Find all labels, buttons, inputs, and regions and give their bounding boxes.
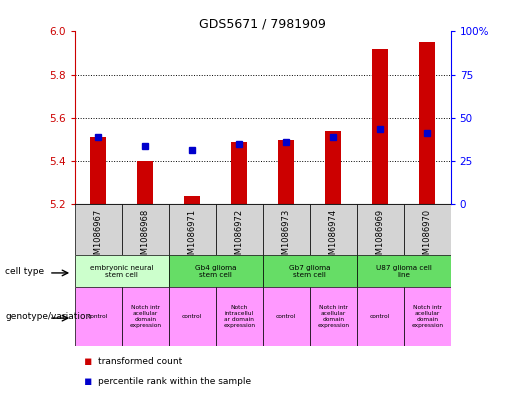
- Bar: [122, 204, 168, 255]
- Text: ▪: ▪: [84, 355, 93, 368]
- Bar: [419, 42, 435, 204]
- Text: GSM1086967: GSM1086967: [94, 208, 102, 265]
- Text: cell type: cell type: [5, 267, 44, 275]
- Bar: [216, 204, 263, 255]
- Bar: [263, 287, 310, 346]
- Bar: [356, 255, 451, 287]
- Text: control: control: [276, 314, 296, 319]
- Bar: [278, 140, 295, 204]
- Text: Notch intr
acellular
domain
expression: Notch intr acellular domain expression: [411, 305, 443, 327]
- Bar: [168, 255, 263, 287]
- Bar: [75, 287, 122, 346]
- Text: transformed count: transformed count: [98, 357, 182, 366]
- Bar: [168, 287, 216, 346]
- Bar: [168, 204, 216, 255]
- Bar: [310, 204, 356, 255]
- Text: embryonic neural
stem cell: embryonic neural stem cell: [90, 264, 153, 278]
- Text: GSM1086972: GSM1086972: [235, 208, 244, 264]
- Text: Notch intr
acellular
domain
expression: Notch intr acellular domain expression: [317, 305, 349, 327]
- Text: GSM1086968: GSM1086968: [141, 208, 150, 265]
- Text: Notch intr
acellular
domain
expression: Notch intr acellular domain expression: [129, 305, 161, 327]
- Bar: [231, 141, 247, 204]
- Text: GSM1086969: GSM1086969: [375, 208, 385, 264]
- Bar: [263, 255, 356, 287]
- Text: Notch
intracellul
ar domain
expression: Notch intracellul ar domain expression: [223, 305, 255, 327]
- Bar: [90, 138, 107, 204]
- Text: ▪: ▪: [84, 375, 93, 388]
- Bar: [356, 287, 404, 346]
- Text: U87 glioma cell
line: U87 glioma cell line: [376, 264, 432, 278]
- Bar: [216, 287, 263, 346]
- Title: GDS5671 / 7981909: GDS5671 / 7981909: [199, 17, 326, 30]
- Bar: [263, 204, 310, 255]
- Bar: [356, 204, 404, 255]
- Text: control: control: [88, 314, 108, 319]
- Bar: [372, 49, 388, 204]
- Text: Gb4 glioma
stem cell: Gb4 glioma stem cell: [195, 264, 236, 278]
- Text: genotype/variation: genotype/variation: [5, 312, 91, 321]
- Text: control: control: [370, 314, 390, 319]
- Text: GSM1086970: GSM1086970: [423, 208, 432, 264]
- Bar: [310, 287, 356, 346]
- Bar: [404, 204, 451, 255]
- Bar: [137, 161, 153, 204]
- Bar: [404, 287, 451, 346]
- Text: GSM1086974: GSM1086974: [329, 208, 338, 264]
- Bar: [184, 196, 200, 204]
- Text: percentile rank within the sample: percentile rank within the sample: [98, 377, 251, 386]
- Bar: [75, 255, 168, 287]
- Bar: [75, 204, 122, 255]
- Text: control: control: [182, 314, 202, 319]
- Text: GSM1086973: GSM1086973: [282, 208, 290, 265]
- Bar: [122, 287, 168, 346]
- Text: Gb7 glioma
stem cell: Gb7 glioma stem cell: [289, 264, 331, 278]
- Bar: [325, 131, 341, 204]
- Text: GSM1086971: GSM1086971: [187, 208, 197, 264]
